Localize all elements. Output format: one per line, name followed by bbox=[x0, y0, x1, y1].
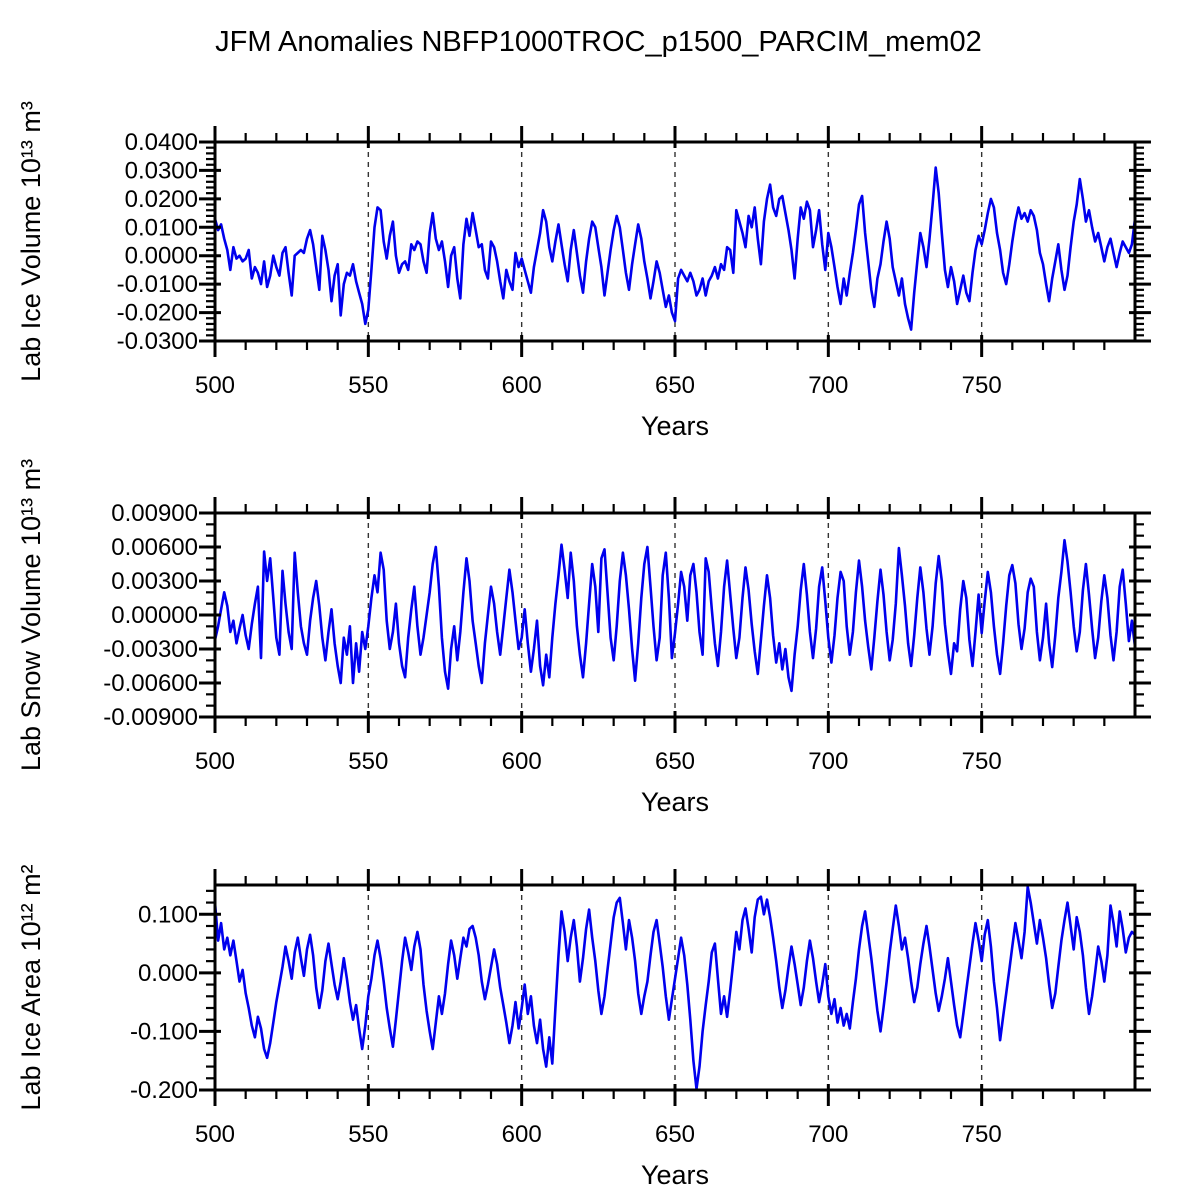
y-tick-label: 0.0200 bbox=[125, 186, 198, 213]
y-tick-label: 0.000 bbox=[138, 960, 198, 987]
y-tick-label: -0.100 bbox=[130, 1018, 198, 1045]
x-tick-label: 750 bbox=[962, 372, 1002, 399]
y-tick-label: -0.0100 bbox=[117, 271, 198, 298]
y-axis-title-snow-volume: Lab Snow Volume 10¹³ m³ bbox=[16, 459, 46, 771]
x-tick-label: 600 bbox=[502, 372, 542, 399]
x-tick-label: 700 bbox=[808, 372, 848, 399]
y-axis-title-ice-volume: Lab Ice Volume 10¹³ m³ bbox=[16, 101, 46, 382]
x-tick-label: 550 bbox=[348, 372, 388, 399]
y-tick-label: 0.100 bbox=[138, 901, 198, 928]
y-tick-label: 0.00900 bbox=[111, 500, 198, 527]
x-tick-label: 750 bbox=[962, 1121, 1002, 1148]
y-tick-label: 0.0400 bbox=[125, 129, 198, 156]
x-tick-label: 500 bbox=[195, 748, 235, 775]
panel-ice-volume: 500 550 600 650 700 750 0.04000.03000.02000.01… bbox=[16, 101, 1151, 441]
y-tick-label: -0.00300 bbox=[103, 636, 198, 663]
x-tick-label: 500 bbox=[195, 1121, 235, 1148]
data-line-ice-area bbox=[213, 885, 1137, 1091]
panel-snow-volume: 500 550 600 650 700 750 0.00900 0.00600 0.00300 0… bbox=[16, 459, 1151, 817]
y-tick-label: 0.00600 bbox=[111, 534, 198, 561]
y-tick-label: -0.0200 bbox=[117, 300, 198, 327]
y-tick-label: -0.00600 bbox=[103, 670, 198, 697]
y-tick-label: 0.00000 bbox=[111, 602, 198, 629]
x-tick-label: 700 bbox=[808, 748, 848, 775]
y-tick-label: 0.0000 bbox=[125, 243, 198, 270]
chart-title: JFM Anomalies NBFP1000TROC_p1500_PARCIM_… bbox=[215, 26, 982, 58]
x-axis-title: Years bbox=[641, 787, 709, 817]
x-tick-label: 600 bbox=[502, 748, 542, 775]
x-tick-label: 550 bbox=[348, 748, 388, 775]
x-tick-label: 550 bbox=[348, 1121, 388, 1148]
x-tick-label: 650 bbox=[655, 1121, 695, 1148]
data-line-snow-volume bbox=[213, 538, 1137, 693]
y-axis-title-ice-area: Lab Ice Area 10¹² m² bbox=[16, 864, 46, 1110]
y-tick-label: 0.0300 bbox=[125, 157, 198, 184]
y-tick-label: -0.00900 bbox=[103, 704, 198, 731]
x-tick-label: 650 bbox=[655, 372, 695, 399]
x-axis-title: Years bbox=[641, 1160, 709, 1190]
x-tick-label: 600 bbox=[502, 1121, 542, 1148]
y-tick-label: -0.0300 bbox=[117, 328, 198, 355]
x-tick-label: 700 bbox=[808, 1121, 848, 1148]
y-tick-label: 0.00300 bbox=[111, 568, 198, 595]
x-tick-label: 500 bbox=[195, 372, 235, 399]
x-tick-label: 750 bbox=[962, 748, 1002, 775]
panel-ice-area: 500 550 600 650 700 750 0.100 0.000 -0.100 -0.200… bbox=[16, 864, 1151, 1190]
x-axis-title: Years bbox=[641, 411, 709, 441]
y-tick-label: 0.0100 bbox=[125, 214, 198, 241]
data-line-ice-volume bbox=[213, 166, 1137, 331]
y-tick-label: -0.200 bbox=[130, 1077, 198, 1104]
x-tick-label: 650 bbox=[655, 748, 695, 775]
